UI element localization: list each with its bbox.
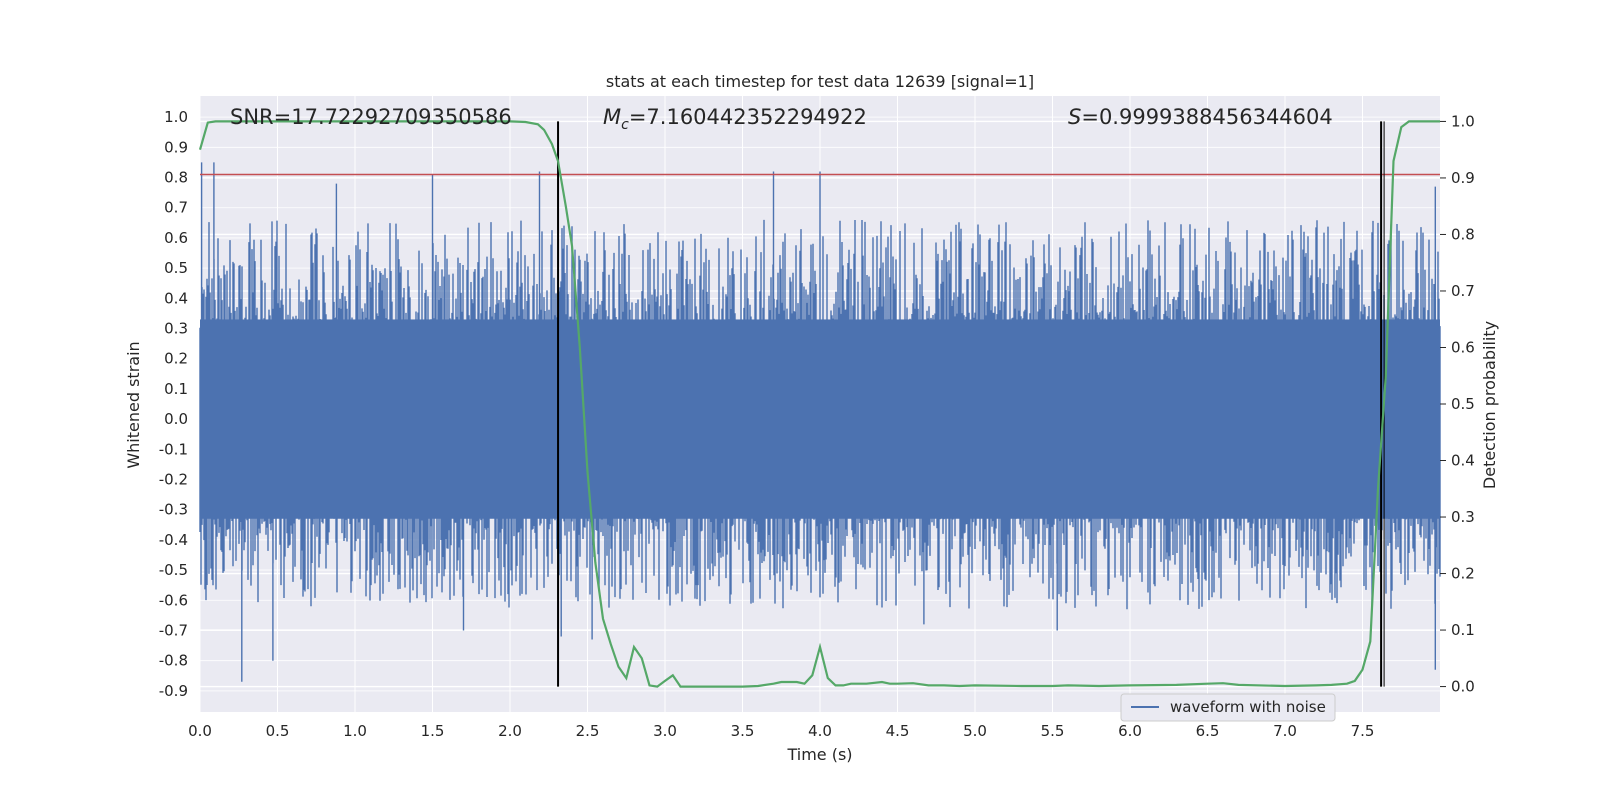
x-tick-label: 4.5 [886, 722, 910, 740]
x-tick-label: 6.0 [1118, 722, 1142, 740]
detection-probability-line [198, 120, 1440, 688]
y-tick-label: -0.5 [159, 561, 188, 579]
y2-tick-label: 0.1 [1451, 621, 1475, 639]
y-tick-label: 0.5 [164, 259, 188, 277]
x-axis-label: Time (s) [786, 745, 852, 764]
x-tick-label: 2.5 [576, 722, 600, 740]
y-tick-label: 0.6 [164, 229, 188, 247]
y2-tick-label: 0.8 [1451, 225, 1475, 243]
y-tick-labels: 1.0 0.9 0.8 0.7 0.6 0.5 0.4 0.3 0.2 0.1 0.0 -0.1 -0.… [159, 108, 188, 700]
strain-line [199, 162, 1441, 682]
chirp-mass-annotation: Mc=7.160442352294922 [603, 105, 867, 133]
legend: waveform with noise [1120, 693, 1336, 722]
y2-tick-label: 0.3 [1451, 508, 1475, 526]
overlays [198, 120, 1440, 688]
x-tick-label: 0.0 [188, 722, 212, 740]
x-tick-label: 2.0 [498, 722, 522, 740]
x-tick-label: 5.0 [963, 722, 987, 740]
y2-tick-label: 0.9 [1451, 169, 1475, 187]
y2-tick-label: 0.0 [1451, 678, 1475, 696]
x-tick-label: 1.0 [343, 722, 367, 740]
x-tick-label: 3.0 [653, 722, 677, 740]
y2-tick-label: 0.5 [1451, 395, 1475, 413]
x-tick-labels: 0.0 0.5 1.0 1.5 2.0 2.5 3.0 3.5 4.0 4.5 5.0 5.5 6.0 6… [188, 722, 1374, 740]
x-tick-label: 7.5 [1351, 722, 1375, 740]
snr-annotation: SNR=17.72292709350586 [230, 105, 512, 129]
y-tick-label: 0.9 [164, 138, 188, 156]
y2-axis-label: Detection probability [1480, 321, 1499, 489]
y-tick-label: 0.4 [164, 289, 188, 307]
chart-title: stats at each timestep for test data 126… [606, 72, 1034, 91]
y-tick-label: -0.7 [159, 621, 188, 639]
y2-tick-label: 0.6 [1451, 338, 1475, 356]
y-tick-label: -0.4 [159, 531, 188, 549]
x-tick-label: 7.0 [1273, 722, 1297, 740]
legend-entry: waveform with noise [1170, 698, 1326, 716]
y-tick-label: -0.9 [159, 682, 188, 700]
legend-box [1120, 693, 1336, 722]
y-tick-label: -0.2 [159, 470, 188, 488]
y-tick-label: 1.0 [164, 108, 188, 126]
y-tick-label: 0.0 [164, 410, 188, 428]
y2-tick-label: 0.7 [1451, 282, 1475, 300]
y-tick-label: 0.1 [164, 380, 188, 398]
x-tick-label: 3.5 [731, 722, 755, 740]
y2-tick-labels: 1.0 0.9 0.8 0.7 0.6 0.5 0.4 0.3 0.2 0.1 0.0 [1440, 112, 1475, 696]
strain-series [199, 162, 1441, 682]
x-tick-label: 0.5 [266, 722, 290, 740]
y-tick-label: 0.3 [164, 320, 188, 338]
y-tick-label: -0.6 [159, 591, 188, 609]
y-tick-label: -0.3 [159, 501, 188, 519]
y-tick-label: 0.8 [164, 169, 188, 187]
y2-tick-label: 0.2 [1451, 565, 1475, 583]
y2-tick-label: 1.0 [1451, 112, 1475, 130]
x-tick-label: 4.0 [808, 722, 832, 740]
y2-tick-label: 0.4 [1451, 452, 1475, 470]
x-tick-label: 1.5 [421, 722, 445, 740]
y-tick-label: -0.8 [159, 652, 188, 670]
y-tick-label: 0.2 [164, 350, 188, 368]
y-tick-label: 0.7 [164, 199, 188, 217]
x-tick-label: 6.5 [1196, 722, 1220, 740]
y-axis-label: Whitened strain [124, 341, 143, 468]
y-tick-label: -0.1 [159, 440, 188, 458]
x-tick-label: 5.5 [1041, 722, 1065, 740]
score-annotation: S=0.9999388456344604 [1068, 105, 1333, 129]
